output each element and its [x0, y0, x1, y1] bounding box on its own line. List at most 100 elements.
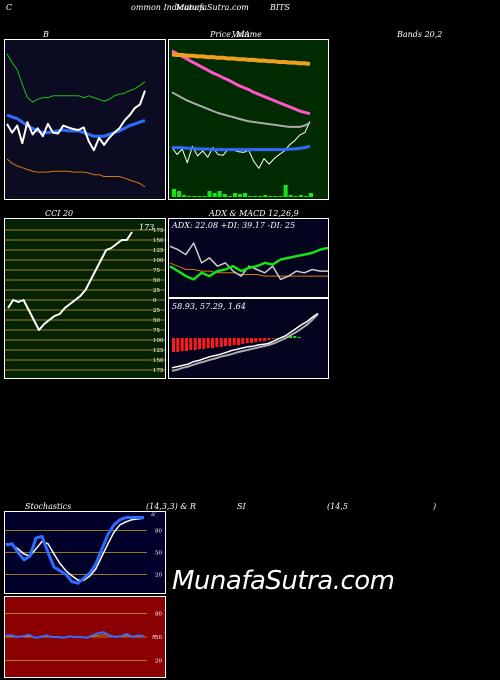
cci-tick-label: 125	[153, 348, 164, 354]
stoch-tick-label: 20	[155, 572, 162, 578]
macd-histogram-bar	[202, 338, 206, 349]
macd-histogram-bar	[224, 338, 227, 346]
adx-macd-title: ADX & MACD 12,26,9	[209, 209, 299, 218]
volume-bar	[293, 196, 298, 197]
cci-tick-label: 175	[153, 228, 164, 234]
macd-histogram-bar	[185, 338, 188, 351]
macd-histogram-bar	[176, 338, 180, 352]
macd-histogram-bar	[267, 338, 271, 340]
header-common-indicators: ommon Indicators	[131, 3, 205, 12]
macd-histogram-bar	[219, 338, 223, 347]
macd-histogram-bar	[250, 338, 253, 343]
cci-current-value: 173	[139, 223, 154, 232]
rsi-tick-label: 80	[155, 612, 162, 618]
volume-bar	[197, 196, 202, 197]
plus-di-line	[169, 246, 329, 281]
cci-tick-label: 75	[153, 268, 160, 274]
volume-bar	[248, 196, 253, 197]
cci-tick-label: 50	[153, 318, 160, 324]
volume-bar	[298, 195, 303, 197]
volume-bar	[217, 191, 222, 197]
macd-histogram-bar	[297, 337, 301, 338]
bollinger-chart	[4, 39, 166, 200]
ma-blue-line	[172, 144, 311, 152]
bollinger-lower-line	[6, 158, 146, 188]
volume-bar	[258, 196, 263, 197]
stoch-k-line	[5, 516, 144, 585]
stoch-params: (14,3,3) & R	[146, 502, 196, 511]
macd-histogram-bar	[172, 338, 175, 352]
rsi-line	[6, 631, 145, 639]
cci-tick-label: 125	[153, 248, 164, 254]
cci-tick-label: 25	[153, 308, 160, 314]
macd-line	[171, 312, 319, 369]
macd-histogram-bar	[276, 338, 279, 339]
macd-signal-line	[171, 313, 319, 372]
macd-values: 58.93, 57.29, 1.64	[172, 302, 246, 311]
ma-orange-line	[171, 52, 311, 66]
header-left: C	[6, 3, 13, 12]
bollinger-price-line	[6, 90, 146, 152]
stoch-chart: 80 50 20 90, 98	[4, 511, 166, 594]
price-ma-chart	[168, 39, 329, 200]
volume-bar	[227, 196, 232, 197]
volume-title: Volume	[232, 30, 262, 39]
cci-tick-label: 100	[153, 338, 164, 344]
volume-bar	[237, 194, 242, 197]
minus-di-line	[169, 242, 328, 281]
header-site: MunafaSutra.com	[176, 3, 249, 12]
volume-bar	[253, 196, 258, 197]
volume-bar	[182, 195, 187, 197]
adx-chart: ADX: 22.08 +DI: 39.17 -DI: 25	[168, 218, 329, 298]
macd-histogram-bar	[293, 336, 297, 338]
volume-bar	[172, 189, 177, 197]
macd-histogram-bar	[206, 338, 210, 348]
macd-histogram-bar	[237, 338, 240, 345]
adx-values: ADX: 22.08 +DI: 39.17 -DI: 25	[171, 221, 295, 230]
bollinger-bg	[4, 39, 166, 200]
volume-bar	[187, 196, 192, 197]
volume-bar	[212, 193, 217, 197]
cci-tick-label: 25	[153, 288, 160, 294]
volume-bar	[177, 191, 182, 197]
cci-tick-label: 100	[153, 258, 164, 264]
volume-bar	[308, 193, 313, 197]
macd-histogram-bar	[215, 338, 219, 347]
bands-title: Bands 20,2	[397, 30, 443, 39]
macd-histogram-bar	[258, 338, 262, 341]
rsi-params: (14,5	[327, 502, 348, 511]
price-bg	[168, 39, 329, 200]
volume-bar	[273, 196, 278, 197]
macd-histogram-bar	[189, 338, 193, 350]
volume-bar	[243, 193, 248, 197]
cci-tick-label: 150	[153, 238, 164, 244]
stoch-current-value: 90, 98	[150, 511, 161, 518]
cci-tick-label: 0	[153, 298, 157, 304]
cci-bg	[4, 218, 166, 379]
stoch-tick-label: 80	[155, 529, 162, 535]
rsi-chart: 80 50 20 R	[4, 596, 166, 678]
macd-chart: 58.93, 57.29, 1.64	[168, 298, 329, 379]
macd-histogram-bar	[211, 338, 214, 348]
stoch-tick-label: 50	[155, 551, 162, 557]
cci-tick-label: 75	[153, 328, 160, 334]
adx-bg	[168, 218, 329, 298]
price-ma-title: Price, MA	[210, 30, 251, 39]
rsi-tick-label: 50	[155, 635, 162, 641]
volume-bar	[263, 195, 268, 197]
ma-pink-line	[171, 49, 311, 116]
macd-histogram-bar	[198, 338, 201, 349]
header-symbol: BITS	[270, 3, 290, 12]
volume-bar	[192, 196, 197, 197]
macd-histogram-bar	[228, 338, 232, 346]
volume-bar	[268, 196, 273, 197]
rsi-paren: )	[433, 502, 437, 511]
watermark: MunafaSutra.com	[172, 566, 395, 596]
cci-tick-label: 150	[153, 358, 164, 364]
volume-bar	[278, 196, 283, 197]
cci-line	[7, 231, 133, 331]
volume-bar	[207, 191, 212, 197]
volume-bar	[288, 195, 293, 197]
ma-white-line	[171, 91, 311, 128]
